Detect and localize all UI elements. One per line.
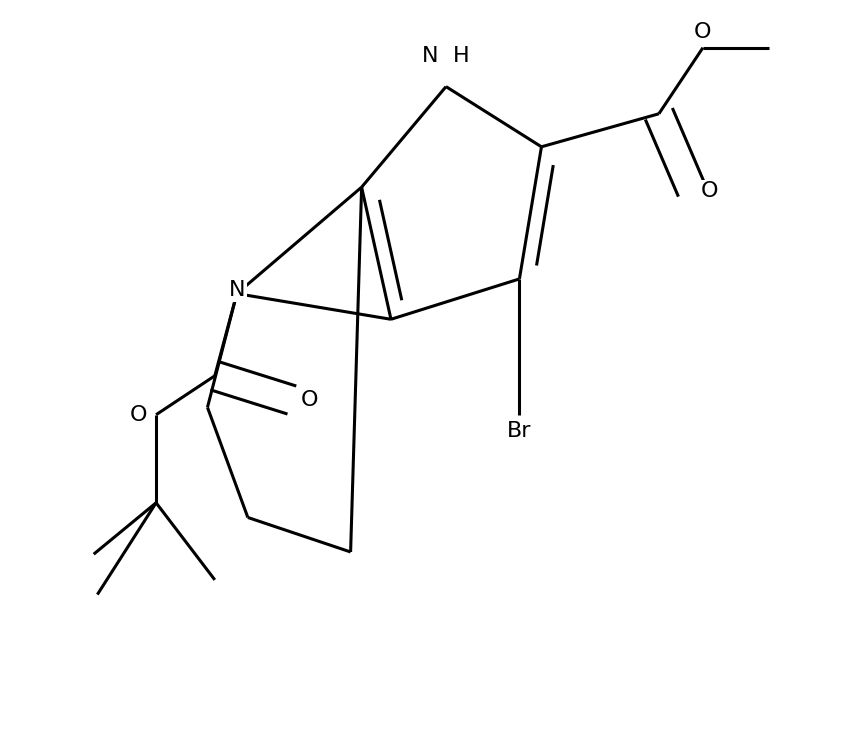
Text: Br: Br — [507, 421, 532, 440]
Text: H: H — [454, 46, 470, 66]
Text: O: O — [301, 390, 318, 410]
Text: N: N — [229, 280, 245, 300]
Text: O: O — [130, 404, 148, 425]
Text: O: O — [695, 22, 711, 42]
Text: O: O — [700, 181, 718, 201]
Text: N: N — [422, 46, 438, 66]
